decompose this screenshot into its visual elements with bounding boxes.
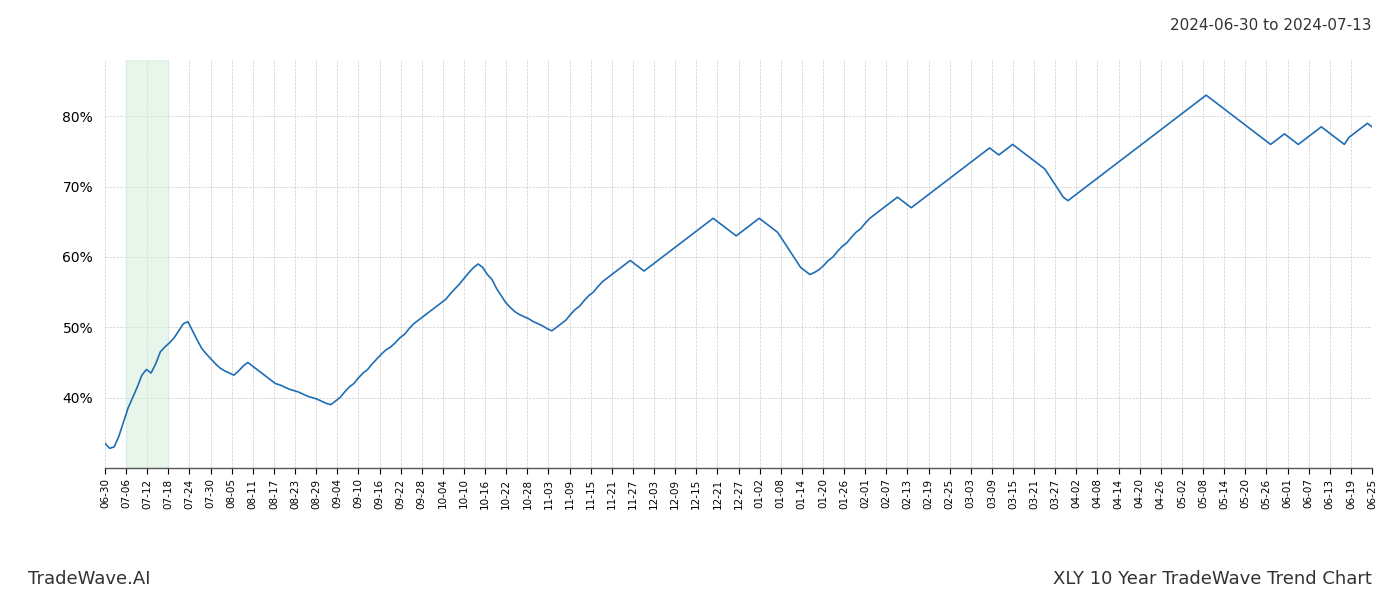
Bar bbox=[126, 60, 168, 468]
Text: TradeWave.AI: TradeWave.AI bbox=[28, 570, 151, 588]
Text: XLY 10 Year TradeWave Trend Chart: XLY 10 Year TradeWave Trend Chart bbox=[1053, 570, 1372, 588]
Text: 2024-06-30 to 2024-07-13: 2024-06-30 to 2024-07-13 bbox=[1170, 18, 1372, 33]
